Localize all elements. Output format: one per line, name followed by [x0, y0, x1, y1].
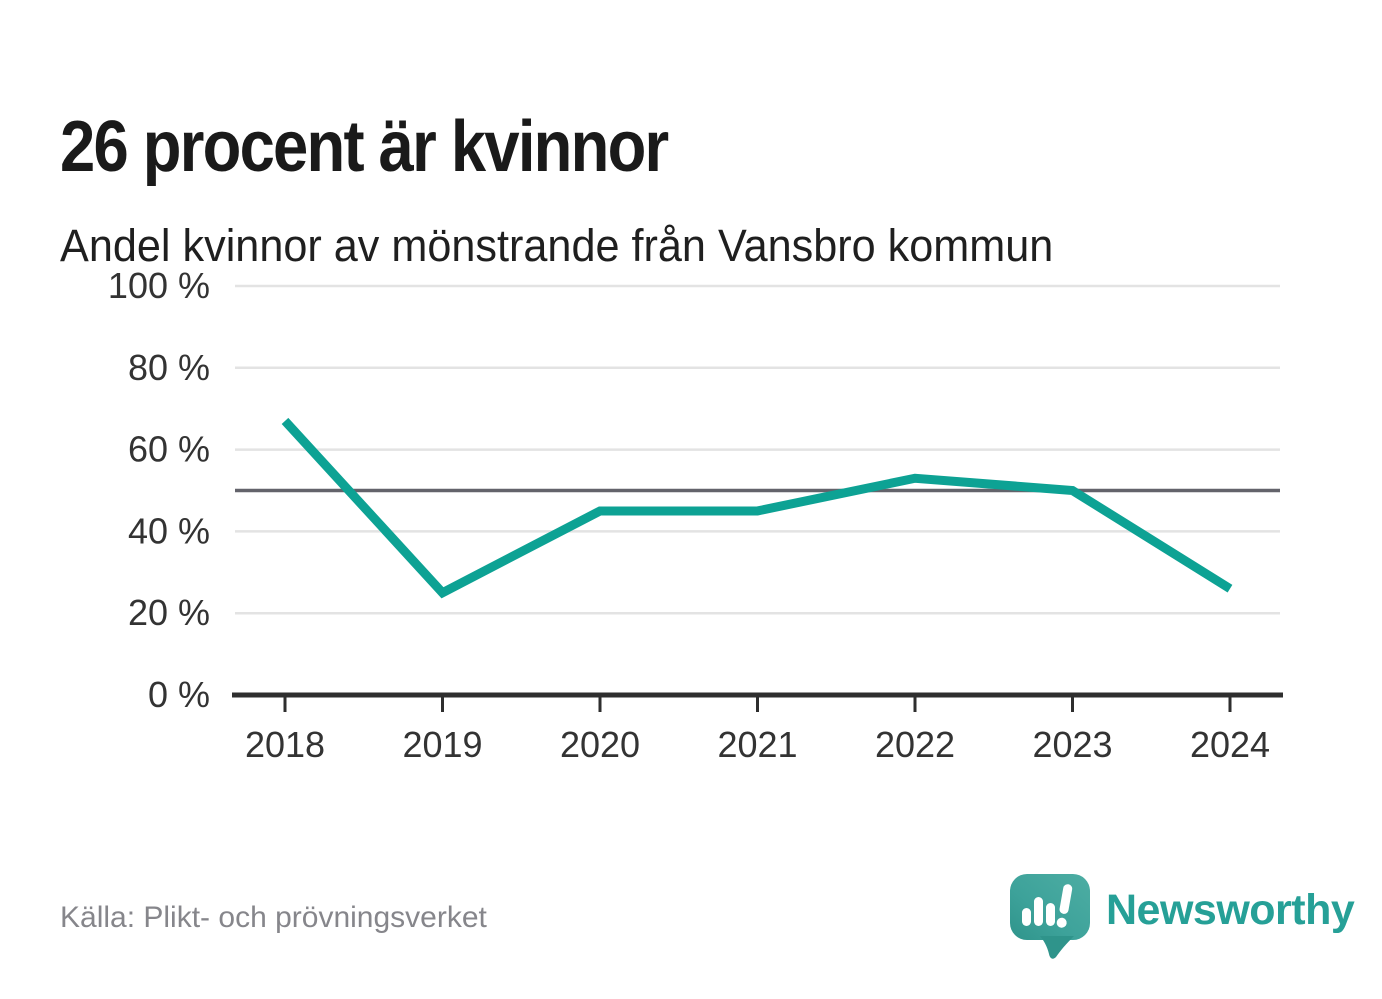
x-axis-tick-label: 2023: [1032, 724, 1112, 765]
y-axis-tick-label: 20 %: [128, 592, 210, 633]
y-axis-tick-label: 80 %: [128, 347, 210, 388]
y-axis-tick-label: 40 %: [128, 510, 210, 551]
bar-chart-glyph: [1022, 897, 1055, 926]
y-axis-tick-label: 60 %: [128, 429, 210, 470]
x-axis-tick-label: 2019: [402, 724, 482, 765]
x-axis-tick-label: 2021: [717, 724, 797, 765]
chart-subtitle: Andel kvinnor av mönstrande från Vansbro…: [60, 220, 1054, 272]
y-axis-tick-label: 100 %: [108, 265, 210, 306]
x-axis-tick-label: 2022: [875, 724, 955, 765]
x-axis-tick-label: 2024: [1190, 724, 1270, 765]
x-axis-tick-label: 2018: [245, 724, 325, 765]
brand-name: Newsworthy: [1106, 886, 1355, 934]
source-caption: Källa: Plikt- och prövningsverket: [60, 901, 487, 934]
newsworthy-speech-bubble-barchart-icon: [1010, 874, 1090, 959]
chart-title: 26 procent är kvinnor: [60, 107, 669, 188]
x-axis-tick-label: 2020: [560, 724, 640, 765]
y-axis-tick-label: 0 %: [148, 674, 210, 715]
exclamation-glyph: [1056, 884, 1073, 928]
newsworthy-logo: Newsworthy: [1008, 872, 1355, 962]
data-line-andel-kvinnor: [281, 417, 1233, 599]
